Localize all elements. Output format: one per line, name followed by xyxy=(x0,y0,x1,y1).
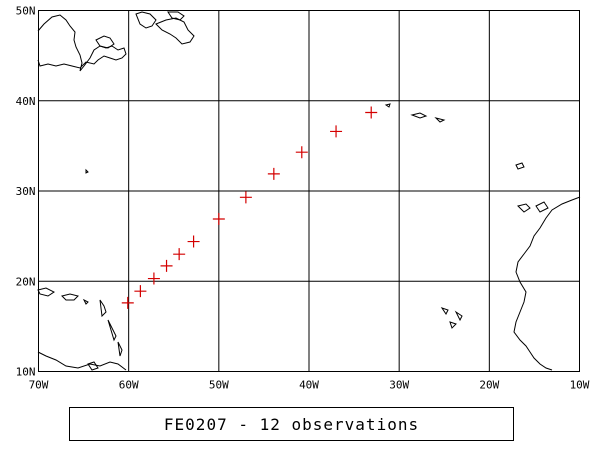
observation-marker xyxy=(173,248,186,261)
observation-marker xyxy=(239,191,252,204)
observation-marker xyxy=(295,146,308,159)
graticule xyxy=(38,10,580,372)
observation-marker xyxy=(365,106,378,119)
observation-marker xyxy=(212,212,225,225)
longitude-tick-label: 20W xyxy=(479,379,499,392)
observation-marker xyxy=(330,125,343,138)
observation-marker xyxy=(160,259,173,272)
observation-marker xyxy=(147,272,160,285)
longitude-tick-label: 40W xyxy=(299,379,319,392)
caption-text: FE0207 - 12 observations xyxy=(163,414,420,434)
longitude-tick-label: 70W xyxy=(29,379,49,392)
longitude-tick-label: 10W xyxy=(570,379,590,392)
observation-marker xyxy=(187,235,200,248)
longitude-tick-label: 50W xyxy=(209,379,229,392)
observation-markers xyxy=(121,106,378,309)
latitude-tick-label: 30N xyxy=(16,185,36,198)
coastlines xyxy=(37,11,581,371)
observation-marker xyxy=(267,167,280,180)
latitude-tick-label: 40N xyxy=(16,95,36,108)
longitude-tick-labels: 70W 60W 50W 40W 30W 20W 10W xyxy=(29,379,590,392)
caption-box: FE0207 - 12 observations xyxy=(69,407,514,441)
latitude-tick-label: 20N xyxy=(16,275,36,288)
map-frame xyxy=(38,10,580,372)
latitude-tick-labels: 10N 20N 30N 40N 50N xyxy=(16,5,36,379)
observation-marker xyxy=(121,296,134,309)
latitude-tick-label: 50N xyxy=(16,5,36,18)
latitude-tick-label: 10N xyxy=(16,366,36,379)
observation-marker xyxy=(134,285,147,298)
longitude-tick-label: 30W xyxy=(389,379,409,392)
longitude-tick-label: 60W xyxy=(119,379,139,392)
